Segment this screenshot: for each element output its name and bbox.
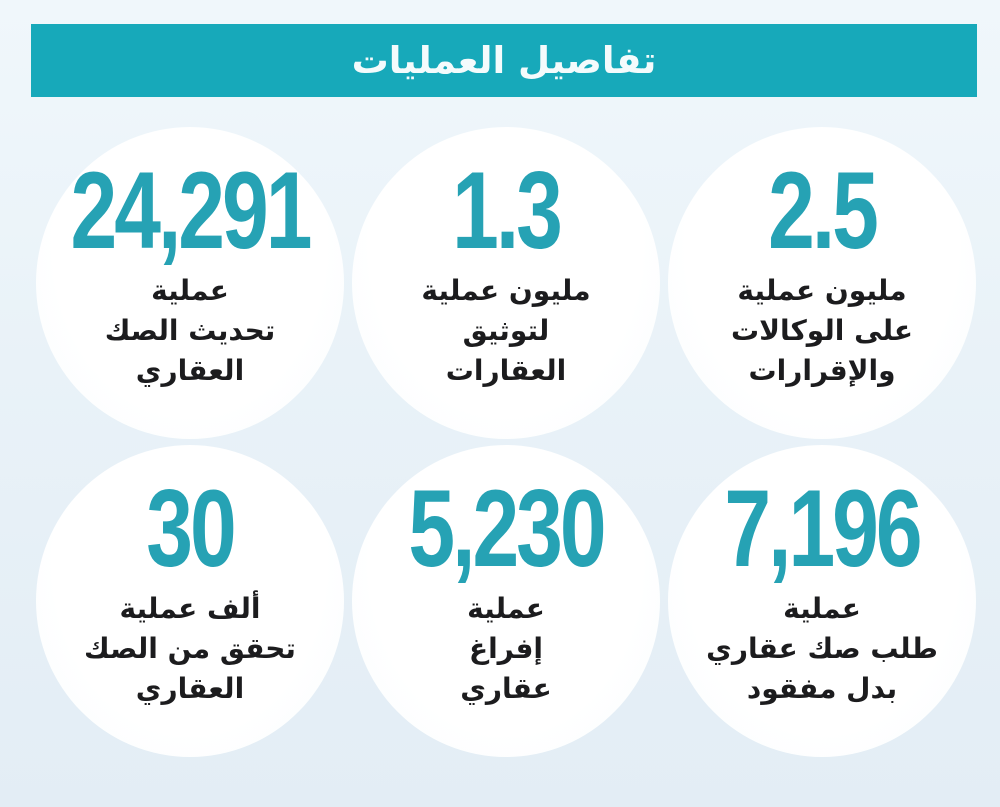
stat-circle-lost-deed-request: 7,196 عملية طلب صك عقاري بدل مفقود bbox=[668, 445, 976, 757]
stat-value: 7,196 bbox=[724, 467, 922, 591]
stat-label-line: لتوثيق bbox=[462, 314, 550, 348]
stat-value: 30 bbox=[146, 467, 236, 591]
stat-label-line: عقاري bbox=[460, 671, 552, 705]
stat-label-line: عملية bbox=[783, 592, 861, 626]
stat-label-line: بدل مفقود bbox=[746, 671, 898, 705]
stat-label-line: ألف عملية bbox=[119, 592, 261, 626]
stat-label-line: عملية bbox=[467, 592, 545, 626]
stat-label-line: العقاري bbox=[135, 671, 245, 705]
header-band: تفاصيل العمليات bbox=[31, 24, 977, 97]
stat-label-line: مليون عملية bbox=[421, 274, 591, 308]
stat-circle-agencies-declarations: 2.5 مليون عملية على الوكالات والإقرارات bbox=[668, 127, 976, 439]
stat-label-line: مليون عملية bbox=[737, 274, 907, 308]
stat-value: 24,291 bbox=[70, 149, 313, 273]
stat-labels: مليون عملية على الوكالات والإقرارات bbox=[731, 271, 913, 390]
stat-label-line: على الوكالات bbox=[730, 314, 914, 348]
stat-labels: ألف عملية تحقق من الصك العقاري bbox=[84, 589, 296, 708]
stat-value: 2.5 bbox=[768, 149, 879, 273]
stats-grid: 24,291 عملية تحديث الصك العقاري 1.3 مليو… bbox=[36, 127, 976, 757]
stat-label-line: العقاري bbox=[135, 353, 245, 387]
stat-label-line: عملية bbox=[151, 274, 229, 308]
stat-labels: مليون عملية لتوثيق العقارات bbox=[421, 271, 590, 390]
stat-value: 5,230 bbox=[408, 467, 606, 591]
stat-label-line: العقارات bbox=[445, 353, 567, 387]
stat-circle-deed-verification: 30 ألف عملية تحقق من الصك العقاري bbox=[36, 445, 344, 757]
stat-label-line: إفراغ bbox=[468, 632, 544, 666]
stat-label-line: والإقرارات bbox=[748, 353, 896, 387]
page-title: تفاصيل العمليات bbox=[351, 39, 657, 82]
stat-label-line: تحقق من الصك bbox=[84, 632, 296, 666]
stat-circle-property-documentation: 1.3 مليون عملية لتوثيق العقارات bbox=[352, 127, 660, 439]
stat-labels: عملية طلب صك عقاري بدل مفقود bbox=[706, 589, 938, 708]
stat-label-line: تحديث الصك bbox=[104, 314, 276, 348]
stat-labels: عملية إفراغ عقاري bbox=[460, 589, 552, 708]
stat-value: 1.3 bbox=[452, 149, 563, 273]
stat-label-line: طلب صك عقاري bbox=[706, 632, 938, 666]
stat-labels: عملية تحديث الصك العقاري bbox=[105, 271, 276, 390]
stat-circle-property-conveyance: 5,230 عملية إفراغ عقاري bbox=[352, 445, 660, 757]
stat-circle-deed-update: 24,291 عملية تحديث الصك العقاري bbox=[36, 127, 344, 439]
